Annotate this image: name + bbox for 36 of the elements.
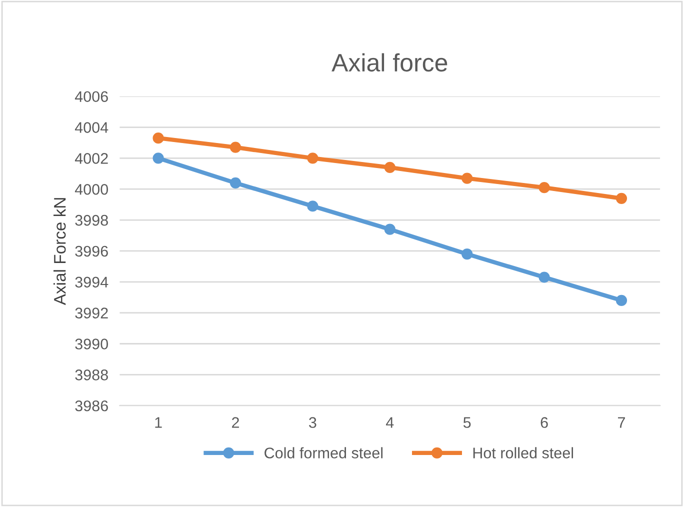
x-tick-label: 2 xyxy=(232,417,239,428)
y-tick-label: 4006 xyxy=(74,91,108,102)
chart-title: Axial force xyxy=(332,53,448,72)
point xyxy=(307,152,318,164)
point xyxy=(152,132,164,144)
y-tick-label: 4000 xyxy=(74,184,108,195)
point xyxy=(230,142,242,153)
point xyxy=(616,192,628,204)
y-tick-label: 3998 xyxy=(75,214,108,226)
x-tick-label: 1 xyxy=(155,417,162,428)
point xyxy=(384,162,396,174)
x-tick-label: 7 xyxy=(618,417,625,428)
point xyxy=(462,172,473,184)
point xyxy=(616,294,628,306)
point xyxy=(152,152,164,164)
y-tick-label: 3988 xyxy=(75,370,108,380)
y-axis-title: Axial Force kN xyxy=(54,198,66,306)
point xyxy=(538,182,550,194)
x-tick-label: 4 xyxy=(386,417,394,428)
legend-label: Cold formed steel xyxy=(264,447,382,458)
y-tick-label: 3996 xyxy=(75,246,108,257)
x-tick-label: 3 xyxy=(309,417,316,428)
y-tick-label: 3990 xyxy=(75,338,108,350)
y-tick-label: 4002 xyxy=(74,153,108,164)
x-tick-label: 5 xyxy=(463,417,471,428)
point xyxy=(538,272,550,283)
legend-label: Hot rolled steel xyxy=(473,447,574,458)
point xyxy=(384,224,396,235)
y-tick-label: 3992 xyxy=(75,308,108,319)
point xyxy=(307,200,318,212)
point xyxy=(462,248,473,260)
y-tick-label: 4004 xyxy=(74,122,108,133)
x-tick-label: 6 xyxy=(540,417,548,428)
point xyxy=(230,177,242,188)
y-tick-label: 3994 xyxy=(75,276,108,288)
y-tick-label: 3986 xyxy=(75,400,108,412)
